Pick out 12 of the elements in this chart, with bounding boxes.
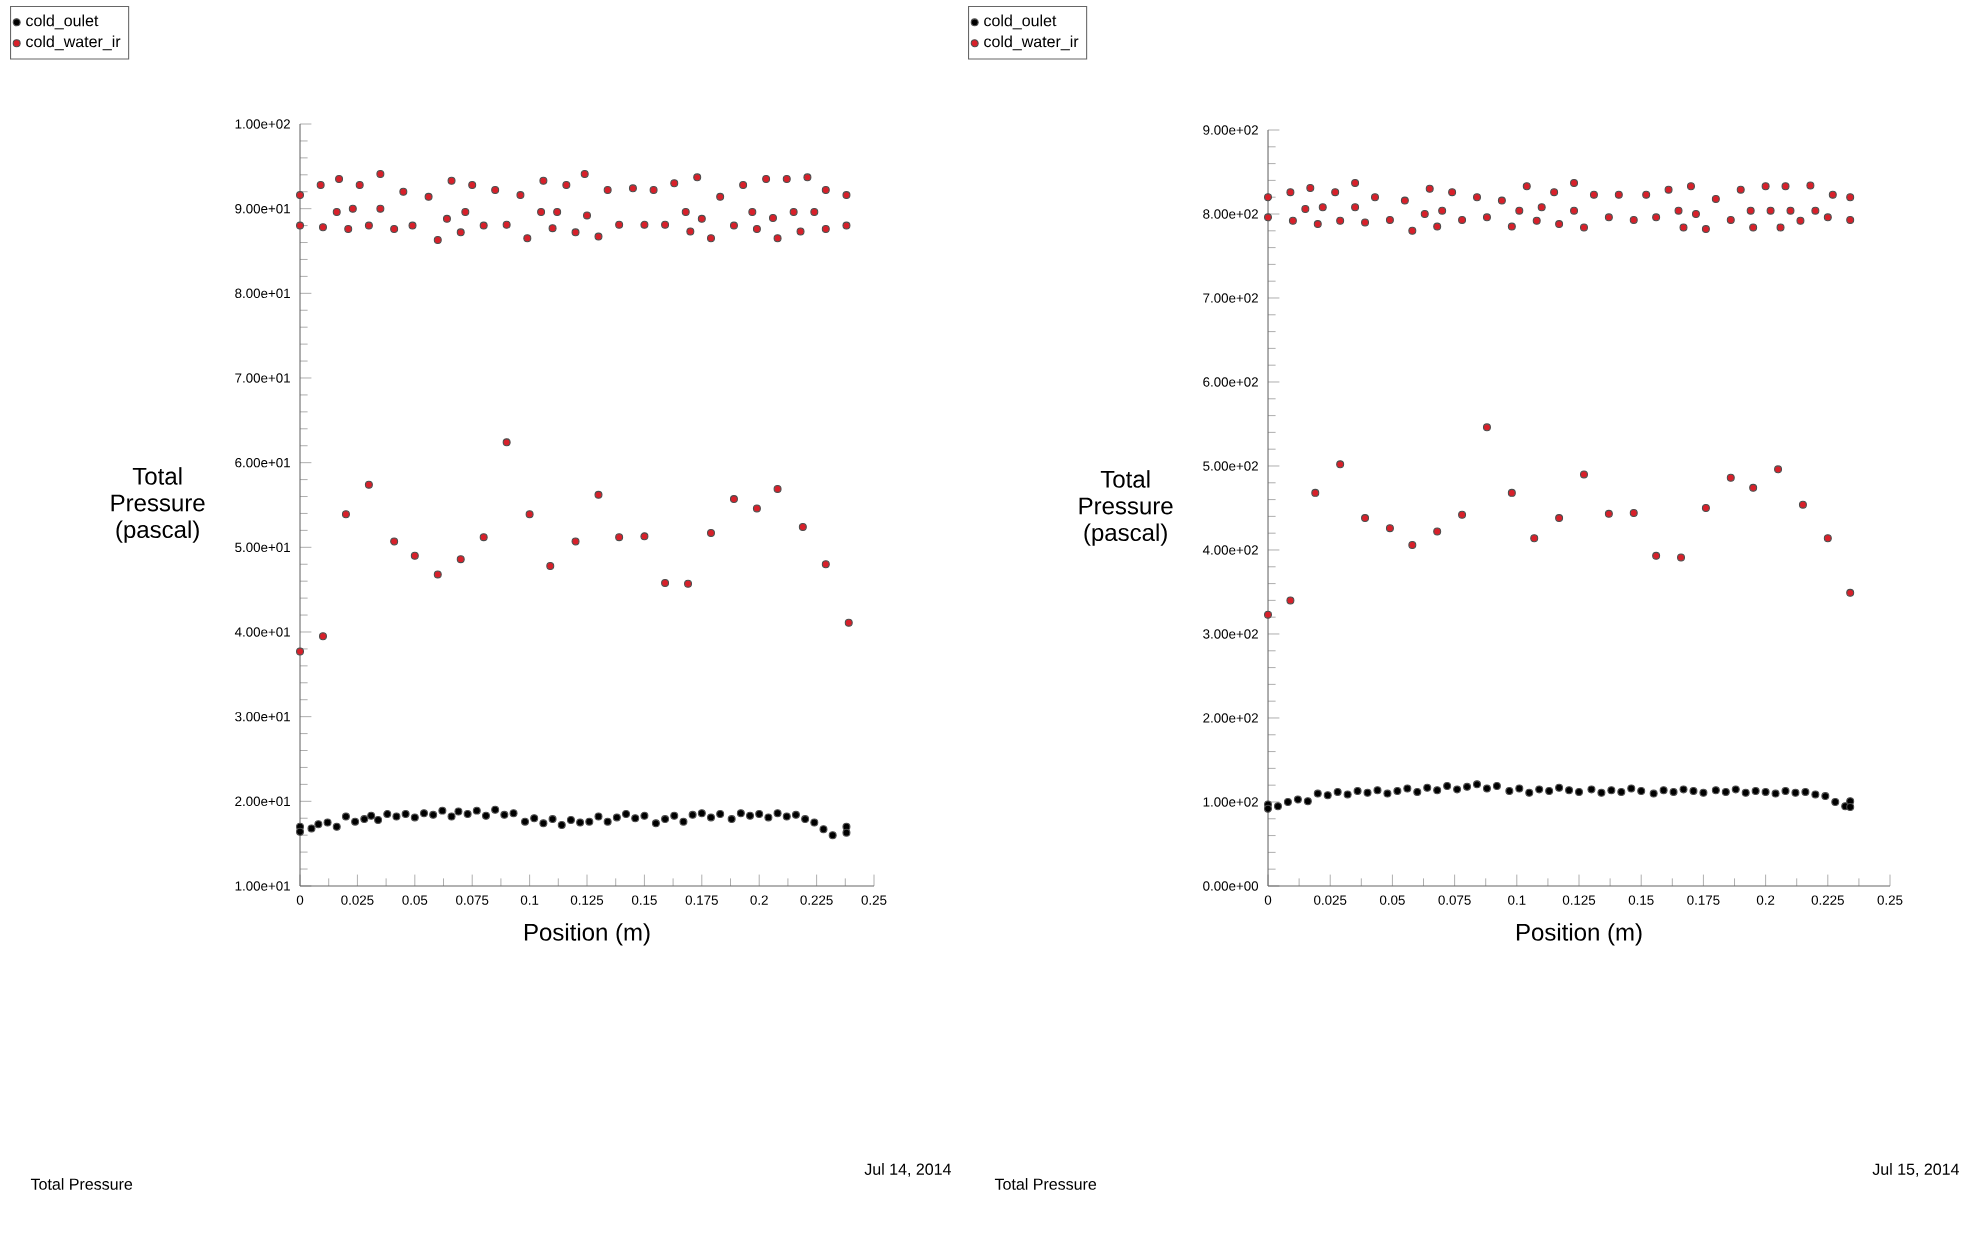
legend-label: cold_oulet — [26, 14, 99, 30]
x-axis-title: Position (m) — [1516, 923, 1642, 946]
legend-label: cold_water_ir — [984, 35, 1079, 51]
y-axis-title: Total Pressure (pascal) — [1079, 470, 1173, 546]
text: Total Pressure — [994, 1178, 1097, 1190]
x-axis-title: Position (m) — [524, 923, 650, 946]
text: Jul 14, 2014 — [864, 1163, 951, 1177]
legend-label: cold_water_ir — [26, 35, 121, 51]
y-axis-title: Total Pressure (pascal) — [111, 467, 205, 543]
legend-label: cold_oulet — [984, 14, 1057, 30]
text: Jul 15, 2014 — [1872, 1163, 1959, 1177]
text: Total Pressure — [30, 1178, 133, 1190]
